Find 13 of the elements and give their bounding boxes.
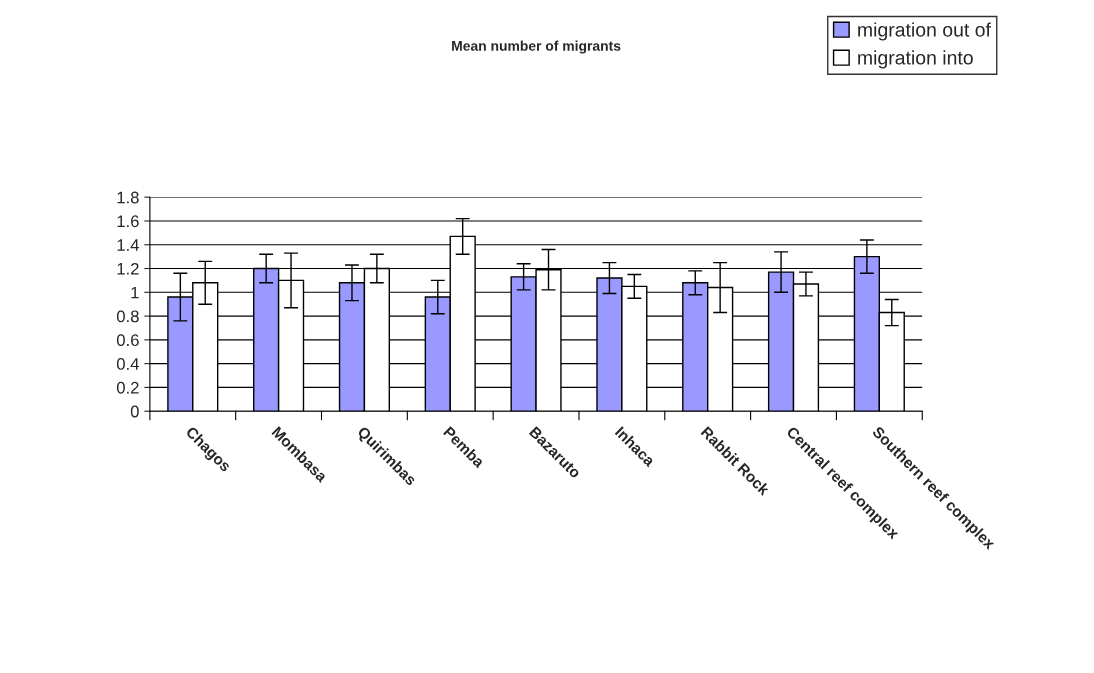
legend-label: migration out of — [858, 22, 991, 41]
y-tick-label: 0.6 — [116, 334, 139, 347]
y-tick-label: 0.4 — [116, 358, 139, 370]
y-tick-label: 0 — [130, 405, 139, 418]
y-tick-label: 1.6 — [117, 215, 139, 228]
y-tick-label: 1.8 — [117, 191, 139, 204]
y-tick-label: 1 — [131, 286, 139, 299]
chart-title: Mean number of migrants — [452, 40, 621, 54]
y-tick-label: 0.8 — [116, 310, 139, 323]
legend-label: migration into — [858, 50, 973, 69]
y-tick-label: 0.2 — [116, 381, 139, 394]
y-tick-label: 1.2 — [117, 262, 139, 275]
y-tick-label: 1.4 — [117, 239, 139, 251]
